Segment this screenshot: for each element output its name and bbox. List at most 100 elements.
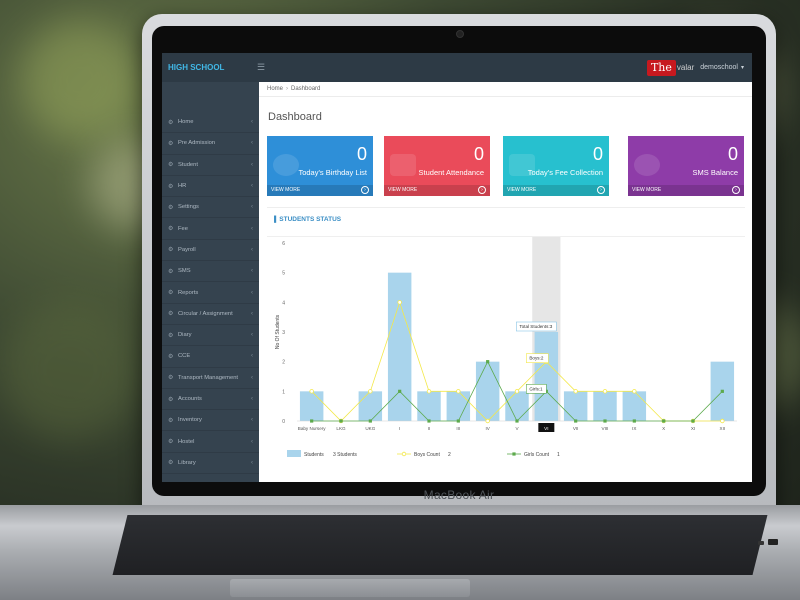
bar: [563, 391, 588, 421]
sidebar: ⚙ Home ‹ ⚙ Pre Admission ‹ ⚙ Student ‹ ⚙ HR ‹ ⚙ Setti…: [162, 82, 259, 482]
usb-port-icon: [768, 539, 778, 545]
bar: [505, 391, 529, 421]
keyboard: [112, 515, 768, 575]
y-tick-label: 2: [282, 360, 285, 366]
y-axis-label: No Of Students: [275, 314, 281, 349]
card-sms-balance[interactable]: 0 SMS Balance VIEW MORE ›: [628, 136, 744, 196]
laptop-base: [0, 505, 800, 600]
globe-icon: [634, 154, 660, 176]
card-birthday[interactable]: 0 Today's Birthday List VIEW MORE ›: [267, 136, 373, 196]
legend-boys-point: [401, 451, 407, 457]
menu-item-icon: ⚙: [168, 247, 174, 254]
top-bar: HIGH SCHOOL ☰ The valar demoschool ▾: [162, 53, 752, 82]
card-count: 0: [473, 144, 484, 164]
hamburger-icon[interactable]: ☰: [257, 62, 266, 72]
breadcrumb-current: Dashboard: [291, 86, 321, 92]
card-footer[interactable]: VIEW MORE: [628, 185, 744, 196]
menu-item-icon: ⚙: [168, 396, 174, 403]
menu-item-icon: ⚙: [168, 119, 174, 126]
arrow-right-icon[interactable]: ›: [597, 186, 605, 194]
sidebar-item-label: Pre Admission: [178, 140, 216, 147]
sidebar-item-cce[interactable]: ⚙ CCE ‹: [162, 346, 259, 368]
tooltip-text: Girls:1: [529, 386, 543, 391]
page-title: Dashboard: [268, 111, 322, 123]
y-tick-label: 1: [282, 389, 285, 395]
arrow-right-icon[interactable]: ›: [361, 186, 369, 194]
sidebar-item-settings[interactable]: ⚙ Settings ‹: [162, 197, 259, 219]
app-title[interactable]: HIGH SCHOOL: [168, 63, 225, 72]
girls-point: [662, 419, 666, 423]
boys-point: [514, 389, 520, 394]
sidebar-item-label: Home: [178, 119, 194, 126]
sidebar-item-label: HR: [178, 183, 187, 190]
card-attendance[interactable]: 0 Student Attendance VIEW MORE ›: [384, 136, 490, 196]
y-tick-label: 3: [282, 330, 285, 336]
user-area[interactable]: The valar demoschool ▾: [646, 59, 752, 76]
x-tick-label: VIII: [602, 426, 609, 431]
sidebar-item-label: Student: [178, 161, 198, 168]
chevron-down-icon[interactable]: ▾: [740, 65, 744, 71]
menu-item-icon: ⚙: [168, 204, 174, 211]
sidebar-item-label: CCE: [178, 353, 191, 360]
sidebar-item-reports[interactable]: ⚙ Reports ‹: [162, 282, 259, 304]
menu-item-icon: ⚙: [168, 332, 174, 339]
boys-point: [309, 389, 314, 394]
arrow-right-icon[interactable]: ›: [732, 186, 740, 194]
x-tick-label: V: [515, 426, 519, 431]
sidebar-item-student[interactable]: ⚙ Student ‹: [162, 155, 259, 176]
sidebar-item-diary[interactable]: ⚙ Diary ‹: [162, 325, 259, 347]
birthday-icon: [273, 154, 299, 176]
sidebar-item-accounts[interactable]: ⚙ Accounts ‹: [162, 389, 259, 411]
legend-students-label: Students: [304, 452, 324, 458]
boys-point: [720, 418, 725, 424]
card-label: Today's Fee Collection: [527, 168, 603, 177]
girls-point: [310, 419, 314, 423]
main-content: Home › Dashboard Dashboard 0 Today's Bir…: [259, 82, 752, 482]
bar-chart-icon: ▐: [272, 216, 277, 223]
tooltip-box: [526, 384, 547, 394]
boys-point: [602, 389, 608, 394]
sidebar-item-payroll[interactable]: ⚙ Payroll ‹: [162, 240, 259, 262]
screen: HIGH SCHOOL ☰ The valar demoschool ▾ ⚙ Ho…: [162, 53, 752, 482]
sidebar-item-inventory[interactable]: ⚙ Inventory ‹: [162, 410, 259, 432]
card-fee-collection[interactable]: 0 Today's Fee Collection VIEW MORE ›: [503, 136, 609, 196]
sidebar-item-fee[interactable]: ⚙ Fee ‹: [162, 218, 259, 240]
card-footer[interactable]: VIEW MORE: [384, 185, 490, 196]
sidebar-item-hostel[interactable]: ⚙ Hostel ‹: [162, 431, 259, 453]
sidebar-item-label: Inventory: [178, 417, 202, 424]
sidebar-item-home[interactable]: ⚙ Home ‹: [162, 112, 259, 134]
chevron-left-icon: ‹: [251, 225, 253, 232]
boys-point: [426, 389, 432, 394]
user-name[interactable]: demoschool: [700, 64, 738, 71]
breadcrumb: Home › Dashboard: [259, 82, 752, 97]
menu-item-icon: ⚙: [168, 140, 174, 147]
breadcrumb-home[interactable]: Home: [267, 86, 284, 92]
bar: [446, 391, 471, 421]
arrow-right-icon[interactable]: ›: [478, 186, 486, 194]
panel-title: ▐ STUDENTS STATUS: [272, 216, 745, 223]
card-label: Today's Birthday List: [298, 168, 367, 177]
legend-boys-value: 2: [448, 452, 451, 458]
bar: [475, 361, 500, 421]
sidebar-item-label: Library: [178, 459, 196, 466]
chevron-left-icon: ‹: [251, 246, 253, 253]
x-tick-label: IX: [632, 426, 636, 431]
sidebar-item-circular-assignment[interactable]: ⚙ Circular / Assignment ‹: [162, 304, 259, 325]
card-footer[interactable]: VIEW MORE: [503, 185, 609, 196]
chevron-left-icon: ‹: [251, 119, 253, 126]
sidebar-item-hr[interactable]: ⚙ HR ‹: [162, 176, 259, 198]
sidebar-item-pre-admission[interactable]: ⚙ Pre Admission ‹: [162, 133, 259, 155]
bar: [622, 391, 647, 421]
brand-logo: The: [646, 59, 676, 76]
y-tick-label: 4: [282, 300, 285, 306]
card-count: 0: [356, 144, 367, 164]
card-footer[interactable]: VIEW MORE: [267, 185, 373, 196]
x-tick-label: LKG: [336, 426, 346, 431]
sidebar-item-label: Diary: [178, 332, 192, 339]
sidebar-item-library[interactable]: ⚙ Library ‹: [162, 453, 259, 475]
chevron-left-icon: ‹: [251, 183, 253, 190]
menu-item-icon: ⚙: [168, 290, 174, 297]
sidebar-item-sms[interactable]: ⚙ SMS ‹: [162, 261, 259, 283]
sidebar-item-transport-management[interactable]: ⚙ Transport Management ‹: [162, 368, 259, 389]
chevron-left-icon: ‹: [251, 140, 253, 147]
